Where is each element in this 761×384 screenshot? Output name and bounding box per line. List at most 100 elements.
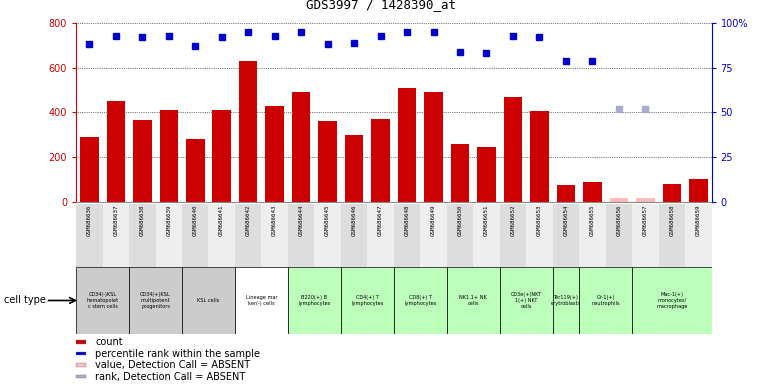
Text: GSM686651: GSM686651 [484,205,489,236]
Bar [579,267,632,334]
Text: KSL cells: KSL cells [197,298,220,303]
Text: B220(+) B
lymphocytes: B220(+) B lymphocytes [298,295,330,306]
Bar [182,267,235,334]
Bar [186,139,205,202]
Bar [262,204,288,267]
Bar [394,267,447,334]
Bar [266,106,284,202]
Bar [209,204,235,267]
Bar [473,204,500,267]
Bar [76,363,86,367]
Text: CD8(+) T
lymphocytes: CD8(+) T lymphocytes [404,295,436,306]
Text: rank, Detection Call = ABSENT: rank, Detection Call = ABSENT [95,372,245,382]
Text: GSM686659: GSM686659 [696,205,701,236]
Text: CD4(+) T
lymphocytes: CD4(+) T lymphocytes [352,295,384,306]
Text: GSM686641: GSM686641 [219,205,224,236]
Bar [556,185,575,202]
Bar [345,135,363,202]
Text: GSM686642: GSM686642 [246,205,250,236]
Bar [632,267,712,334]
Text: CD34(+)KSL
multipotent
progenitors: CD34(+)KSL multipotent progenitors [140,292,170,309]
Bar [155,204,182,267]
Text: Lineage mar
ker(-) cells: Lineage mar ker(-) cells [246,295,277,306]
Bar [107,101,125,202]
Bar [451,144,470,202]
Bar [76,352,86,356]
Bar [133,120,151,202]
Bar [80,137,99,202]
Bar [636,198,654,202]
Bar [235,267,288,334]
Text: GSM686646: GSM686646 [352,205,357,236]
Bar [76,204,103,267]
Bar [500,204,526,267]
Bar [579,204,606,267]
Bar [398,88,416,202]
Bar [103,204,129,267]
Bar [606,204,632,267]
Text: GSM686638: GSM686638 [140,205,145,236]
Bar [239,61,257,202]
Text: count: count [95,337,123,347]
Text: Mac-1(+)
monocytes/
macrophage: Mac-1(+) monocytes/ macrophage [656,292,687,309]
Bar [632,204,658,267]
Text: GSM686653: GSM686653 [537,205,542,236]
Bar [292,92,310,202]
Bar [552,267,579,334]
Text: GDS3997 / 1428390_at: GDS3997 / 1428390_at [305,0,456,12]
Bar [504,97,522,202]
Bar [447,267,500,334]
Text: GSM686657: GSM686657 [643,205,648,236]
Bar [477,147,495,202]
Text: GSM686648: GSM686648 [405,205,409,236]
Text: GSM686637: GSM686637 [113,205,118,236]
Bar [526,204,552,267]
Bar [212,110,231,202]
Bar [182,204,209,267]
Text: GSM686656: GSM686656 [616,205,622,236]
Bar [658,204,685,267]
Bar [341,204,368,267]
Bar [76,341,86,344]
Bar [288,204,314,267]
Text: CD34(-)KSL
hematopoiet
c stem cells: CD34(-)KSL hematopoiet c stem cells [87,292,119,309]
Bar [447,204,473,267]
Bar [425,92,443,202]
Bar [500,267,552,334]
Bar [420,204,447,267]
Bar [76,267,129,334]
Bar [314,204,341,267]
Text: Ter119(+)
erytroblasts: Ter119(+) erytroblasts [551,295,581,306]
Text: GSM686655: GSM686655 [590,205,595,236]
Text: GSM686639: GSM686639 [166,205,171,236]
Bar [685,204,712,267]
Text: Gr-1(+)
neutrophils: Gr-1(+) neutrophils [591,295,620,306]
Text: GSM686636: GSM686636 [87,205,92,236]
Bar [129,204,155,267]
Text: GSM686645: GSM686645 [325,205,330,236]
Bar [663,184,681,202]
Text: GSM686643: GSM686643 [272,205,277,236]
Text: GSM686640: GSM686640 [193,205,198,236]
Bar [341,267,394,334]
Bar [583,182,602,202]
Bar [689,179,708,202]
Text: CD3e(+)NKT
1(+) NKT
cells: CD3e(+)NKT 1(+) NKT cells [511,292,542,309]
Text: GSM686652: GSM686652 [511,205,515,236]
Bar [235,204,262,267]
Bar [552,204,579,267]
Text: GSM686644: GSM686644 [298,205,304,236]
Bar [288,267,341,334]
Bar [530,111,549,202]
Text: GSM686647: GSM686647 [378,205,383,236]
Bar [318,121,337,202]
Text: GSM686658: GSM686658 [670,205,674,236]
Text: GSM686654: GSM686654 [563,205,568,236]
Bar [394,204,420,267]
Text: GSM686649: GSM686649 [431,205,436,236]
Text: cell type: cell type [4,295,46,306]
Bar [371,119,390,202]
Bar [160,110,178,202]
Bar [368,204,394,267]
Text: GSM686650: GSM686650 [457,205,463,236]
